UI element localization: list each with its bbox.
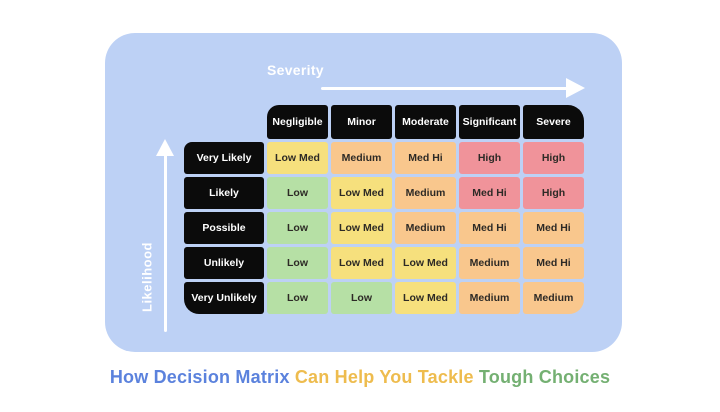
row-header-very-unlikely: Very Unlikely [184,282,264,314]
risk-matrix-grid: Negligible Minor Moderate Significant Severe… [184,105,584,314]
column-header-severe: Severe [523,105,584,139]
matrix-cell: Medium [331,142,392,174]
matrix-cell: Medium [395,212,456,244]
likelihood-arrow-shaft [163,154,167,332]
matrix-cell: Med Hi [395,142,456,174]
column-header-minor: Minor [331,105,392,139]
likelihood-axis-label: Likelihood [139,242,155,312]
matrix-cell: Medium [395,177,456,209]
severity-axis-label: Severity [267,62,324,78]
matrix-cell: Med Hi [523,247,584,279]
matrix-cell: High [523,177,584,209]
caption-segment-blue: How Decision Matrix [109,367,295,387]
matrix-cell: Low [267,282,328,314]
matrix-cell: Low Med [331,247,392,279]
caption-segment-green: Tough Choices [478,367,611,387]
severity-arrowhead-icon [566,78,585,98]
row-header-very-likely: Very Likely [184,142,264,174]
matrix-cell: Low Med [395,282,456,314]
matrix-cell: Low [267,247,328,279]
column-header-significant: Significant [459,105,520,139]
matrix-cell: Medium [459,247,520,279]
page-title: How Decision Matrix Can Help You Tackle … [0,367,720,388]
matrix-cell: Low Med [331,212,392,244]
row-header-unlikely: Unlikely [184,247,264,279]
matrix-cell: Med Hi [523,212,584,244]
matrix-cell: Med Hi [459,177,520,209]
matrix-cell: Low Med [267,142,328,174]
row-header-likely: Likely [184,177,264,209]
matrix-cell: Low Med [331,177,392,209]
matrix-cell: Low [267,177,328,209]
matrix-cell: Low [267,212,328,244]
row-header-possible: Possible [184,212,264,244]
likelihood-arrowhead-icon [156,139,174,156]
severity-arrow-shaft [321,87,569,90]
matrix-cell: Medium [523,282,584,314]
matrix-cell: Medium [459,282,520,314]
column-header-moderate: Moderate [395,105,456,139]
matrix-cell: Med Hi [459,212,520,244]
column-header-negligible: Negligible [267,105,328,139]
caption-segment-gold: Can Help You Tackle [294,367,479,387]
matrix-cell: High [523,142,584,174]
matrix-cell: Low Med [395,247,456,279]
matrix-corner-spacer [184,105,264,139]
matrix-cell: High [459,142,520,174]
matrix-cell: Low [331,282,392,314]
